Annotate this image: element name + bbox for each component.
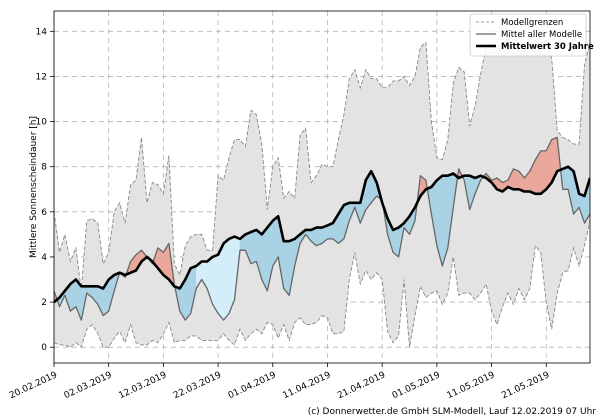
x-tick-label: 11.04.2019 [281,370,332,401]
legend-label-model-range: Modellgrenzen [501,18,563,28]
x-tick-label: 20.02.2019 [8,370,59,401]
y-axis-label: Mittlere Sonnenscheindauer [h] [29,116,39,258]
x-tick-label: 12.03.2019 [117,370,168,401]
below-normal-fill [316,227,323,246]
x-tick-label: 01.04.2019 [227,370,278,401]
x-tick-label: 22.03.2019 [172,370,223,401]
model-range-band [54,37,590,348]
y-tick-label: 10 [36,118,48,128]
climate-mean-line [54,165,590,304]
x-tick-label: 02.03.2019 [63,370,114,401]
above-normal-fill [513,168,520,190]
y-tick-label: 4 [41,253,47,263]
copyright-note: (c) Donnerwetter.de GmbH SLM-Modell, Lau… [308,407,597,417]
x-tick-label: 21.05.2019 [500,370,551,401]
y-tick-label: 14 [36,27,48,37]
model-mean-line [54,136,590,321]
y-tick-label: 0 [41,343,47,353]
x-tick-label: 11.05.2019 [446,370,497,401]
below-normal-fill [250,229,257,265]
y-tick-label: 8 [41,163,47,173]
legend: Modellgrenzen Mittel aller Modelle Mitte… [469,13,594,57]
model-range-min-line [54,220,590,348]
x-tick-label: 01.05.2019 [391,370,442,401]
legend-label-model-mean: Mittel aller Modelle [501,30,582,40]
above-normal-fill [540,150,547,195]
x-tick-label: 21.04.2019 [336,370,387,401]
y-tick-label: 6 [41,208,47,218]
legend-box [469,13,587,57]
below-normal-fill [562,166,569,190]
y-tick-label: 12 [36,72,47,82]
below-normal-fill [223,238,230,321]
model-range-area [54,38,590,348]
series-lines [54,136,590,321]
y-axis-ticks: 0 2 4 6 8 10 12 14 [36,27,54,353]
legend-label-climate-mean: Mittelwert 30 Jahre [501,42,594,52]
x-axis-ticks: 20.02.2019 02.03.2019 12.03.2019 22.03.2019… [8,363,551,401]
y-tick-label: 2 [41,298,47,308]
below-normal-fill [283,240,290,296]
plot-frame [53,10,591,364]
